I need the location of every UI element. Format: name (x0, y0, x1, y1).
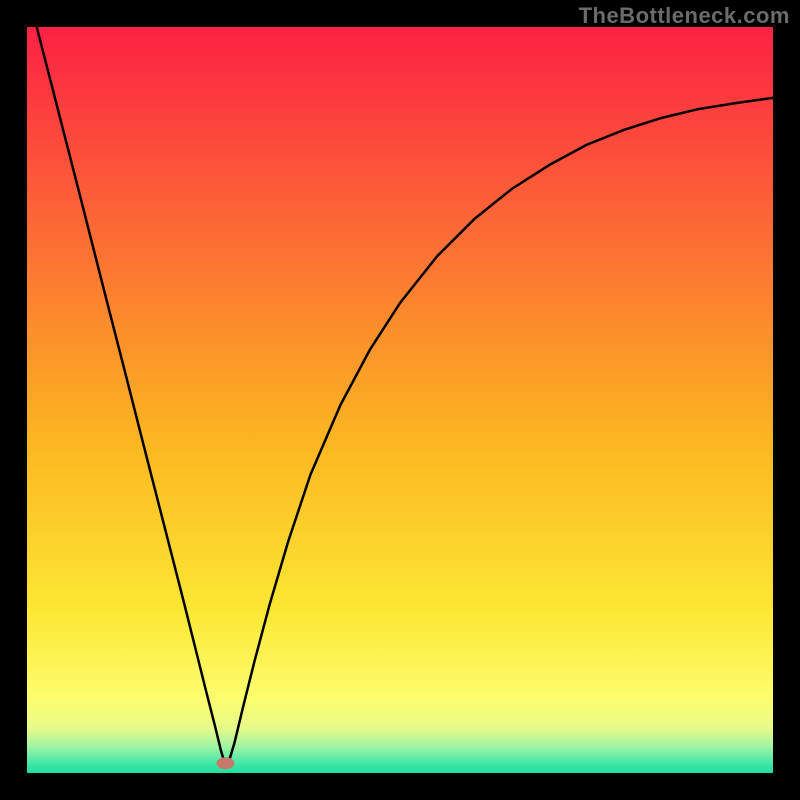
bottleneck-chart: TheBottleneck.com (0, 0, 800, 800)
chart-svg (0, 0, 800, 800)
optimal-point-marker (216, 757, 234, 769)
watermark-text: TheBottleneck.com (579, 3, 790, 29)
plot-area (27, 27, 773, 773)
